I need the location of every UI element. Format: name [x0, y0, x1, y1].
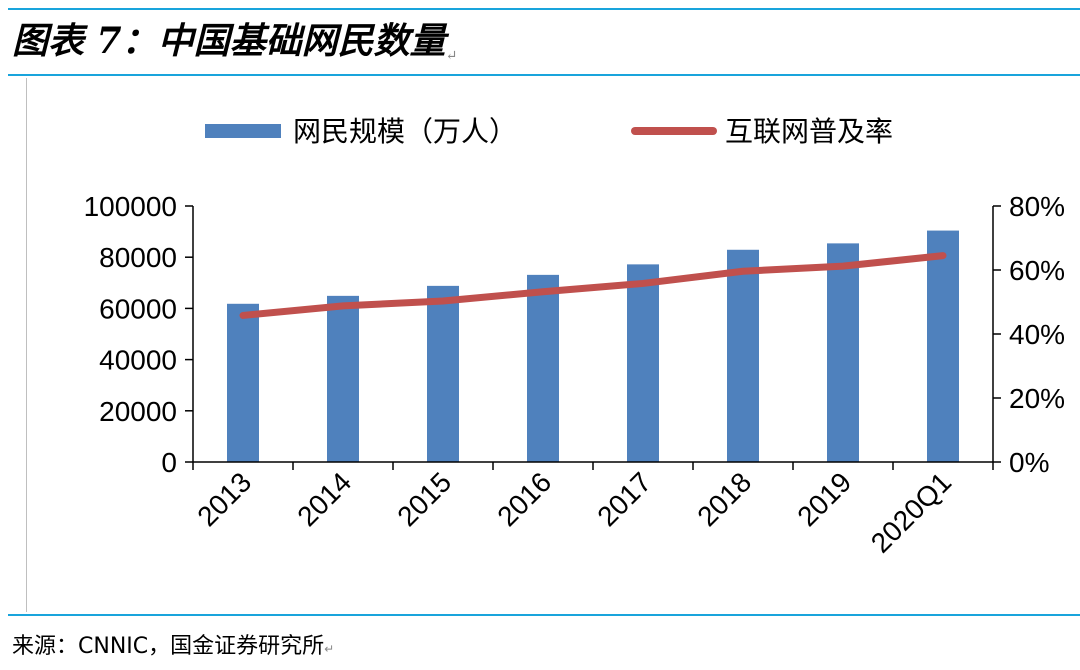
chart-frame: 网民规模（万人） 互联网普及率 0 20000 40000 60000 80000 10000…: [26, 78, 1080, 612]
bar: [827, 243, 859, 462]
bar: [627, 264, 659, 462]
x-tick-label: 2014: [291, 466, 357, 532]
line-point: [840, 263, 846, 270]
figure-title-text: 图表 7：中国基础网民数量: [12, 20, 446, 62]
top-rule: [8, 8, 1080, 10]
title-rule: [8, 74, 1080, 76]
y-right-tick-label: 0%: [1009, 447, 1049, 478]
bar: [727, 249, 759, 462]
source-text: 来源：CNNIC，国金证券研究所: [12, 634, 325, 659]
figure-title: 图表 7：中国基础网民数量↵: [12, 12, 457, 64]
line-point: [340, 302, 346, 309]
y-left-tick-label: 100000: [84, 191, 177, 222]
x-tick-label: 2013: [191, 466, 257, 532]
line-point: [440, 298, 446, 305]
line-point: [740, 268, 746, 275]
line-point: [940, 252, 946, 259]
source-note: 来源：CNNIC，国金证券研究所↵: [12, 628, 334, 660]
bottom-rule: [8, 614, 1080, 616]
y-right-tick-label: 60%: [1009, 255, 1065, 286]
x-tick-label: 2015: [391, 466, 457, 532]
legend-swatch-bar: [205, 124, 281, 138]
y-right-tick-label: 40%: [1009, 319, 1065, 350]
y-right-tick-label: 20%: [1009, 383, 1065, 414]
line-point: [240, 312, 246, 319]
series-line: [239, 252, 947, 319]
paragraph-mark-icon: ↵: [445, 48, 458, 64]
x-tick-label: 2020Q1: [865, 466, 957, 558]
x-tick-label: 2017: [591, 466, 657, 532]
bar: [527, 274, 559, 462]
y-left-tick-label: 40000: [99, 345, 177, 376]
y-right-tick-label: 80%: [1009, 191, 1065, 222]
y-left-tick-label: 0: [161, 447, 177, 478]
y-left-tick-label: 20000: [99, 396, 177, 427]
line-point: [640, 280, 646, 287]
y-left-tick-label: 80000: [99, 242, 177, 273]
legend-label-line: 互联网普及率: [725, 116, 893, 147]
bar: [227, 303, 259, 462]
x-tick-label: 2016: [491, 466, 557, 532]
paragraph-mark-icon: ↵: [324, 642, 335, 656]
line-point: [540, 288, 546, 295]
x-tick-label: 2019: [791, 466, 857, 532]
legend-label-bar: 网民规模（万人）: [293, 116, 517, 147]
bar: [927, 230, 959, 462]
chart: 网民规模（万人） 互联网普及率 0 20000 40000 60000 80000 10000…: [84, 116, 1065, 559]
x-tick-label: 2018: [691, 466, 757, 532]
bar: [327, 295, 359, 462]
y-left-tick-label: 60000: [99, 293, 177, 324]
bar: [427, 285, 459, 462]
